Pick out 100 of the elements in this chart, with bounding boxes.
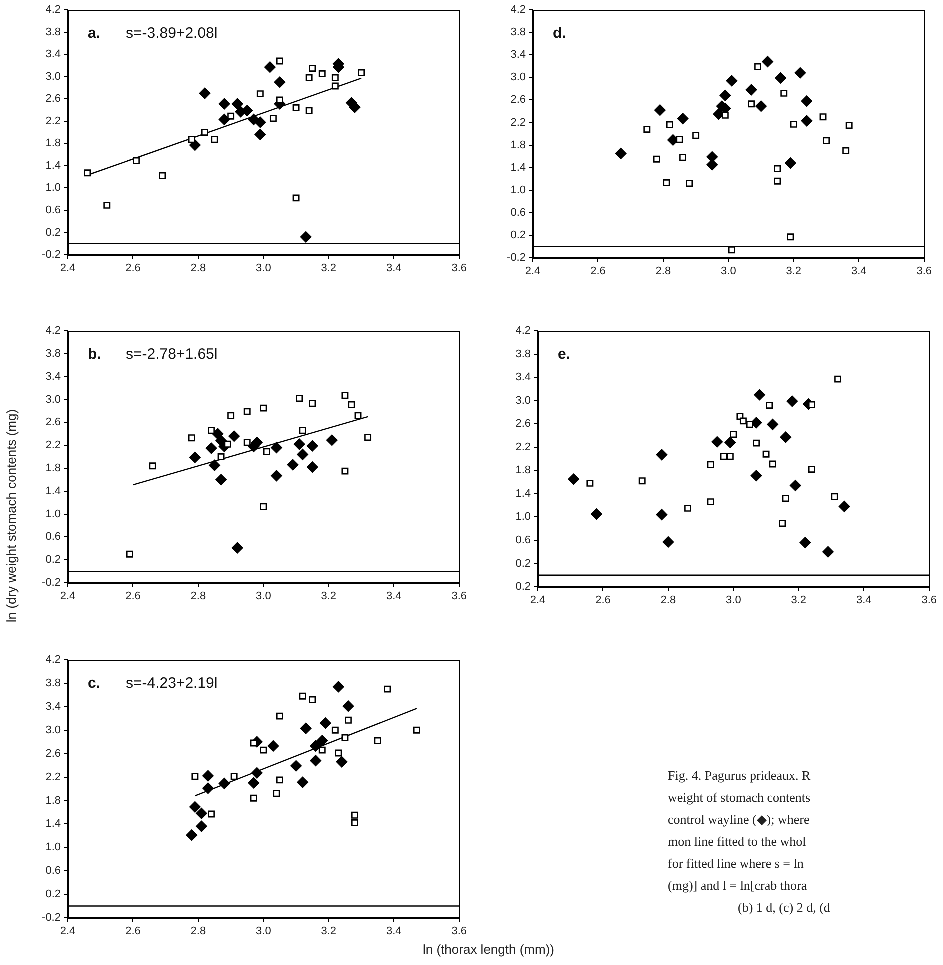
y-tick-label: 1.0	[46, 508, 61, 520]
x-tick-label: 3.4	[386, 590, 402, 603]
text: a.	[88, 25, 101, 42]
y-tick-label: 1.0	[510, 184, 526, 196]
y-tick-label: -0.2	[507, 252, 526, 264]
x-tick-label: 3.6	[916, 266, 932, 278]
y-tick-label: 3.0	[46, 70, 61, 83]
y-tick-label: 2.2	[46, 115, 61, 128]
x-tick-label: 2.6	[126, 926, 141, 938]
x-tick-label: 3.0	[256, 262, 272, 275]
text: mon line fitted to the whol	[668, 833, 808, 851]
x-tick-label: 3.2	[321, 926, 337, 938]
y-tick-label: 3.8	[46, 348, 61, 360]
x-tick-label: 3.2	[321, 590, 337, 603]
y-tick-label: 1.4	[46, 160, 61, 172]
y-tick-label: 0.2	[516, 558, 531, 570]
y-tick-label: 2.2	[46, 440, 61, 452]
y-tick-label: 0.2	[46, 554, 61, 566]
x-tick-label: 2.8	[660, 594, 676, 607]
y-tick-label: 1.0	[516, 511, 531, 524]
x-tick-label: 2.8	[190, 590, 206, 603]
y-tick-label: 1.8	[46, 138, 61, 150]
y-tick-label: 3.4	[46, 48, 61, 61]
annotation: s=-3.89+2.08l	[126, 25, 218, 42]
y-tick-label: 3.8	[46, 677, 61, 690]
y-tick-label: 2.6	[510, 94, 526, 106]
text: for fitted line where s = ln	[668, 855, 805, 873]
x-tick-label: 3.4	[851, 266, 867, 278]
y-tick-label: 2.6	[516, 418, 531, 430]
x-tick-label: 3.2	[791, 594, 807, 607]
x-tick-label: 2.4	[530, 594, 546, 607]
x-tick-label: 2.4	[60, 926, 76, 938]
y-tick-label: 3.8	[46, 26, 61, 38]
y-tick-label: 0.2	[516, 581, 531, 594]
y-tick-label: 1.0	[46, 182, 61, 194]
y-tick-label: 2.6	[46, 416, 61, 429]
x-tick-label: 3.2	[321, 262, 337, 275]
x-tick-label: 2.8	[656, 266, 672, 278]
y-tick-label: 4.2	[510, 4, 526, 16]
x-tick-label: 3.2	[786, 266, 802, 278]
y-tick-label: 4.2	[46, 325, 61, 338]
y-tick-label: 1.4	[516, 488, 531, 500]
text: (b) 1 d, (c) 2 d, (d	[737, 899, 830, 917]
y-tick-label: 1.8	[516, 464, 531, 477]
y-tick-label: 2.2	[510, 116, 526, 129]
y-tick-label: 3.0	[46, 724, 61, 736]
x-tick-label: 2.8	[190, 262, 206, 275]
y-tick-label: 0.6	[46, 531, 61, 544]
x-tick-label: 2.6	[126, 262, 141, 275]
y-tick-label: 3.4	[46, 700, 61, 713]
y-tick-label: -0.2	[42, 912, 61, 924]
y-tick-label: 0.2	[510, 229, 526, 242]
x-tick-label: 3.6	[922, 594, 938, 607]
x-tick-label: 2.8	[190, 926, 206, 938]
x-tick-label: 3.0	[256, 926, 272, 938]
x-tick-label: 2.6	[126, 590, 141, 603]
y-tick-label: 3.4	[46, 370, 61, 383]
y-tick-label: 1.8	[46, 794, 61, 807]
y-tick-label: 2.6	[46, 748, 61, 760]
y-tick-label: 4.2	[46, 654, 61, 666]
y-tick-label: 3.0	[510, 72, 526, 84]
y-tick-label: 1.4	[46, 818, 61, 830]
text: e.	[558, 346, 571, 363]
x-axis-title: ln (thorax length (mm))	[423, 942, 554, 957]
text: b.	[88, 346, 102, 363]
y-tick-label: 0.6	[46, 204, 61, 216]
y-tick-label: 1.0	[46, 842, 61, 854]
y-tick-label: 3.0	[516, 394, 531, 407]
x-tick-label: 2.4	[525, 266, 541, 278]
y-tick-label: 1.8	[510, 139, 526, 152]
x-tick-label: 3.0	[721, 266, 736, 278]
annotation: s=-2.78+1.65l	[126, 346, 218, 363]
x-tick-label: 2.6	[590, 266, 606, 278]
y-axis-title: ln (dry weight stomach contents (mg)	[3, 408, 20, 625]
caption: Fig. 4. Pagurus prideaux. R	[668, 767, 812, 785]
x-tick-label: 2.6	[596, 594, 611, 607]
x-tick-label: 3.4	[856, 594, 872, 607]
text: control wayline (◆); where	[668, 811, 811, 829]
x-tick-label: 3.6	[452, 590, 468, 603]
y-tick-label: 2.6	[46, 93, 61, 106]
y-tick-label: 0.2	[46, 226, 61, 239]
text: weight of stomach contents	[668, 789, 812, 807]
y-tick-label: 0.6	[516, 534, 531, 546]
x-tick-label: 3.4	[386, 262, 402, 275]
x-tick-label: 3.0	[256, 590, 272, 603]
y-tick-label: 0.6	[510, 206, 526, 219]
x-tick-label: 3.6	[452, 262, 468, 275]
y-tick-label: 3.0	[46, 394, 61, 406]
text: d.	[553, 25, 566, 42]
x-tick-label: 2.4	[60, 262, 76, 275]
y-tick-label: 1.4	[46, 485, 61, 498]
x-tick-label: 3.0	[726, 594, 742, 607]
text: c.	[88, 675, 101, 692]
y-tick-label: 0.6	[46, 865, 61, 878]
y-tick-label: -0.2	[42, 577, 61, 590]
y-tick-label: 2.2	[516, 441, 531, 454]
x-tick-label: 3.4	[386, 926, 402, 938]
y-tick-label: -0.2	[42, 249, 61, 262]
x-tick-label: 2.4	[60, 590, 76, 603]
x-tick-label: 3.6	[452, 926, 468, 938]
